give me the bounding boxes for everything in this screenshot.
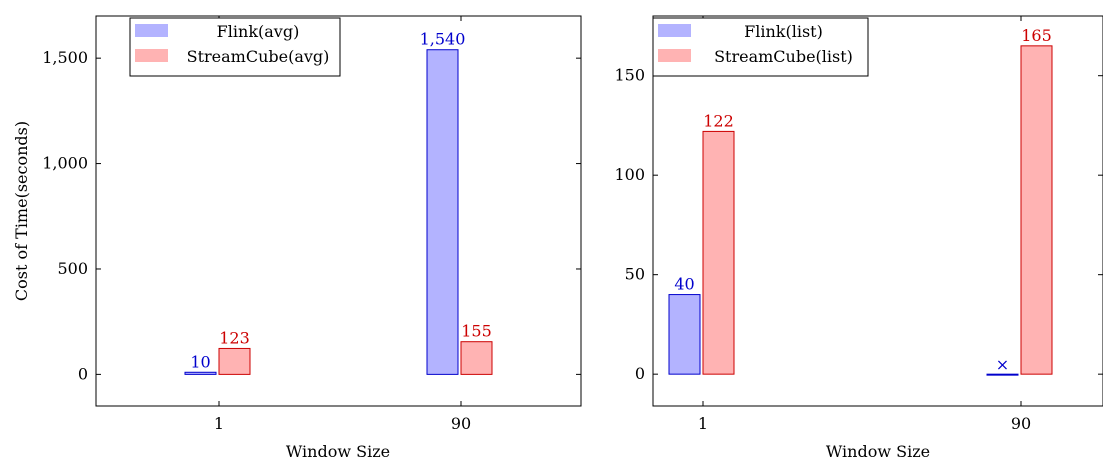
- bar: [460, 341, 493, 375]
- bar: [668, 294, 701, 375]
- x-axis-label: Window Size: [826, 442, 930, 461]
- legend-label: Flink(avg): [217, 22, 300, 41]
- legend-swatch: [658, 49, 691, 62]
- bar-value-label: 155: [461, 322, 492, 341]
- x-tick-label: 1: [698, 414, 708, 433]
- y-tick-label: 500: [57, 259, 88, 278]
- bar: [986, 373, 1019, 376]
- bar-value-label: 165: [1021, 26, 1052, 45]
- y-tick-label: 0: [635, 364, 645, 383]
- y-tick-label: 1,000: [42, 154, 88, 173]
- y-axis-label: Cost of Time(seconds): [12, 121, 31, 301]
- y-tick-label: 0: [78, 364, 88, 383]
- legend-label: StreamCube(list): [714, 47, 853, 66]
- bar-value-label: 10: [190, 352, 210, 371]
- legend-swatch: [658, 24, 691, 37]
- plot-frame: [652, 15, 1103, 407]
- bar-value-label: 40: [674, 275, 694, 294]
- x-axis-label: Window Size: [286, 442, 390, 461]
- legend-label: StreamCube(avg): [187, 47, 330, 66]
- x-tick-label: 1: [214, 414, 224, 433]
- bar: [426, 49, 459, 375]
- legend-swatch: [135, 24, 168, 37]
- bar-value-label: 1,540: [420, 30, 466, 49]
- bar: [702, 130, 735, 375]
- y-tick-label: 150: [614, 66, 645, 85]
- legend-swatch: [135, 49, 168, 62]
- bar-value-label: 123: [219, 328, 250, 347]
- bar: [1020, 45, 1053, 375]
- y-tick-label: 50: [625, 265, 645, 284]
- x-tick-label: 90: [1011, 414, 1031, 433]
- y-tick-label: 1,500: [42, 48, 88, 67]
- x-tick-label: 90: [451, 414, 471, 433]
- bar: [218, 347, 251, 375]
- plot-frame: [95, 15, 582, 407]
- bar-value-label: 122: [703, 111, 734, 130]
- y-tick-label: 100: [614, 165, 645, 184]
- bar-value-label: ×: [996, 355, 1009, 374]
- legend-label: Flink(list): [744, 22, 823, 41]
- bar: [184, 371, 217, 375]
